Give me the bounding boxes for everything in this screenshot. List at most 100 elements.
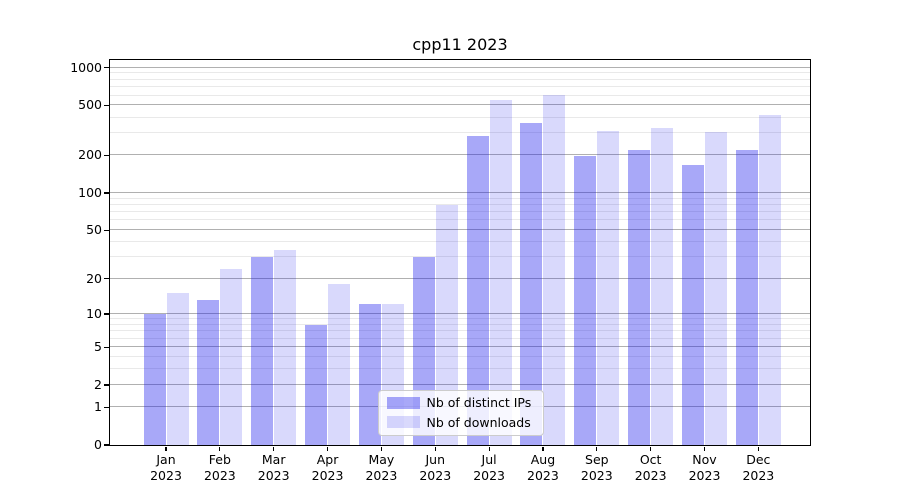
minor-gridline (109, 256, 810, 258)
bar-downloads-apr (328, 283, 351, 445)
y-tick-mark (104, 67, 109, 69)
bar-distinct-ips-oct (628, 149, 651, 445)
x-tick-mark (380, 446, 382, 451)
x-tick-mark (326, 446, 329, 451)
major-gridline (109, 346, 810, 348)
x-tick-label: Nov 2023 (673, 452, 737, 483)
x-tick-year: 2023 (257, 467, 290, 483)
minor-gridline (109, 318, 810, 320)
minor-gridline (109, 211, 810, 213)
minor-gridline (109, 219, 810, 221)
x-tick-label: Feb 2023 (188, 452, 252, 483)
bar-distinct-ips-jul (466, 135, 489, 445)
x-tick-month: Feb (208, 452, 231, 467)
x-tick-year: 2023 (742, 467, 775, 483)
x-tick-month: Oct (639, 452, 662, 467)
major-gridline (109, 313, 810, 315)
bar-distinct-ips-aug (520, 122, 543, 445)
x-tick-year: 2023 (527, 467, 559, 483)
minor-gridline (109, 241, 810, 243)
bar-distinct-ips-mar (251, 256, 274, 445)
major-gridline (109, 384, 810, 385)
x-tick-label: Mar 2023 (242, 452, 306, 483)
bar-downloads-nov (705, 131, 727, 445)
x-tick-mark (542, 446, 544, 451)
minor-gridline (109, 116, 810, 118)
y-tick-label: 20 (86, 270, 102, 286)
major-gridline (109, 229, 810, 231)
x-tick-year: 2023 (311, 467, 344, 483)
x-tick-month: Apr (316, 452, 339, 467)
chart-title: cpp11 2023 (412, 35, 508, 54)
bar-downloads-jan (166, 293, 189, 445)
bar-distinct-ips-jan (143, 313, 166, 445)
minor-gridline (109, 337, 810, 339)
x-tick-month: Dec (746, 452, 771, 467)
bar-downloads-dec (758, 114, 781, 445)
bar-downloads-sep (597, 131, 620, 445)
x-tick-label: Jun 2023 (403, 452, 467, 483)
y-tick-mark (104, 192, 109, 194)
minor-gridline (109, 72, 810, 74)
bar-distinct-ips-nov (682, 165, 704, 445)
x-tick-mark (650, 446, 652, 451)
minor-gridline (109, 94, 810, 96)
minor-gridline (109, 356, 810, 358)
x-tick-year: 2023 (150, 467, 182, 483)
legend-swatch-distinct-ips (386, 396, 420, 409)
major-gridline (109, 66, 810, 68)
minor-gridline (109, 204, 810, 205)
bar-distinct-ips-apr (305, 324, 328, 445)
y-tick-mark (104, 313, 109, 315)
major-gridline (109, 277, 810, 279)
y-tick-mark (104, 229, 109, 231)
y-tick-label: 100 (78, 184, 102, 200)
bar-downloads-oct (651, 127, 674, 445)
x-tick-year: 2023 (419, 467, 452, 483)
x-tick-year: 2023 (473, 467, 505, 483)
bar-downloads-jun (435, 204, 458, 445)
x-tick-label: Sep 2023 (565, 452, 629, 483)
minor-gridline (109, 368, 810, 370)
major-gridline (109, 104, 810, 106)
y-tick-label: 5 (94, 339, 102, 355)
y-tick-label: 200 (78, 147, 102, 163)
minor-gridline (109, 86, 810, 88)
y-tick-mark (104, 104, 109, 107)
bars-layer (110, 60, 810, 445)
x-tick-year: 2023 (634, 467, 667, 483)
minor-gridline (109, 132, 810, 134)
legend-item-distinct-ips: Nb of distinct IPs (386, 395, 543, 411)
legend-label-distinct-ips: Nb of distinct IPs (426, 395, 532, 411)
x-tick-month: Aug (530, 452, 556, 467)
y-tick-mark (104, 154, 109, 156)
bar-distinct-ips-feb (197, 300, 220, 445)
x-tick-mark (757, 446, 759, 451)
x-tick-label: May 2023 (349, 452, 413, 483)
x-tick-month: May (368, 452, 395, 467)
x-tick-year: 2023 (203, 467, 236, 483)
y-tick-mark (104, 346, 109, 348)
y-tick-label: 10 (86, 306, 102, 322)
y-tick-mark (104, 384, 109, 386)
minor-gridline (109, 78, 810, 80)
x-tick-label: Jul 2023 (457, 452, 521, 483)
x-tick-mark (434, 446, 436, 451)
y-tick-label: 0 (94, 437, 102, 452)
x-tick-year: 2023 (688, 467, 721, 483)
bar-downloads-aug (543, 95, 566, 445)
y-tick-mark (104, 444, 109, 446)
x-tick-label: Jan 2023 (134, 452, 198, 483)
y-tick-label: 1 (94, 399, 102, 415)
bar-distinct-ips-sep (574, 156, 597, 445)
x-tick-mark (273, 446, 275, 451)
minor-gridline (109, 324, 810, 325)
legend-item-downloads: Nb of downloads (386, 415, 543, 430)
bar-distinct-ips-may (358, 304, 381, 445)
x-tick-month: Jul (481, 452, 497, 467)
plot-area: Nb of distinct IPs Nb of downloads (108, 58, 811, 446)
minor-gridline (109, 197, 810, 199)
major-gridline (109, 154, 810, 156)
y-tick-label: 50 (86, 222, 102, 238)
